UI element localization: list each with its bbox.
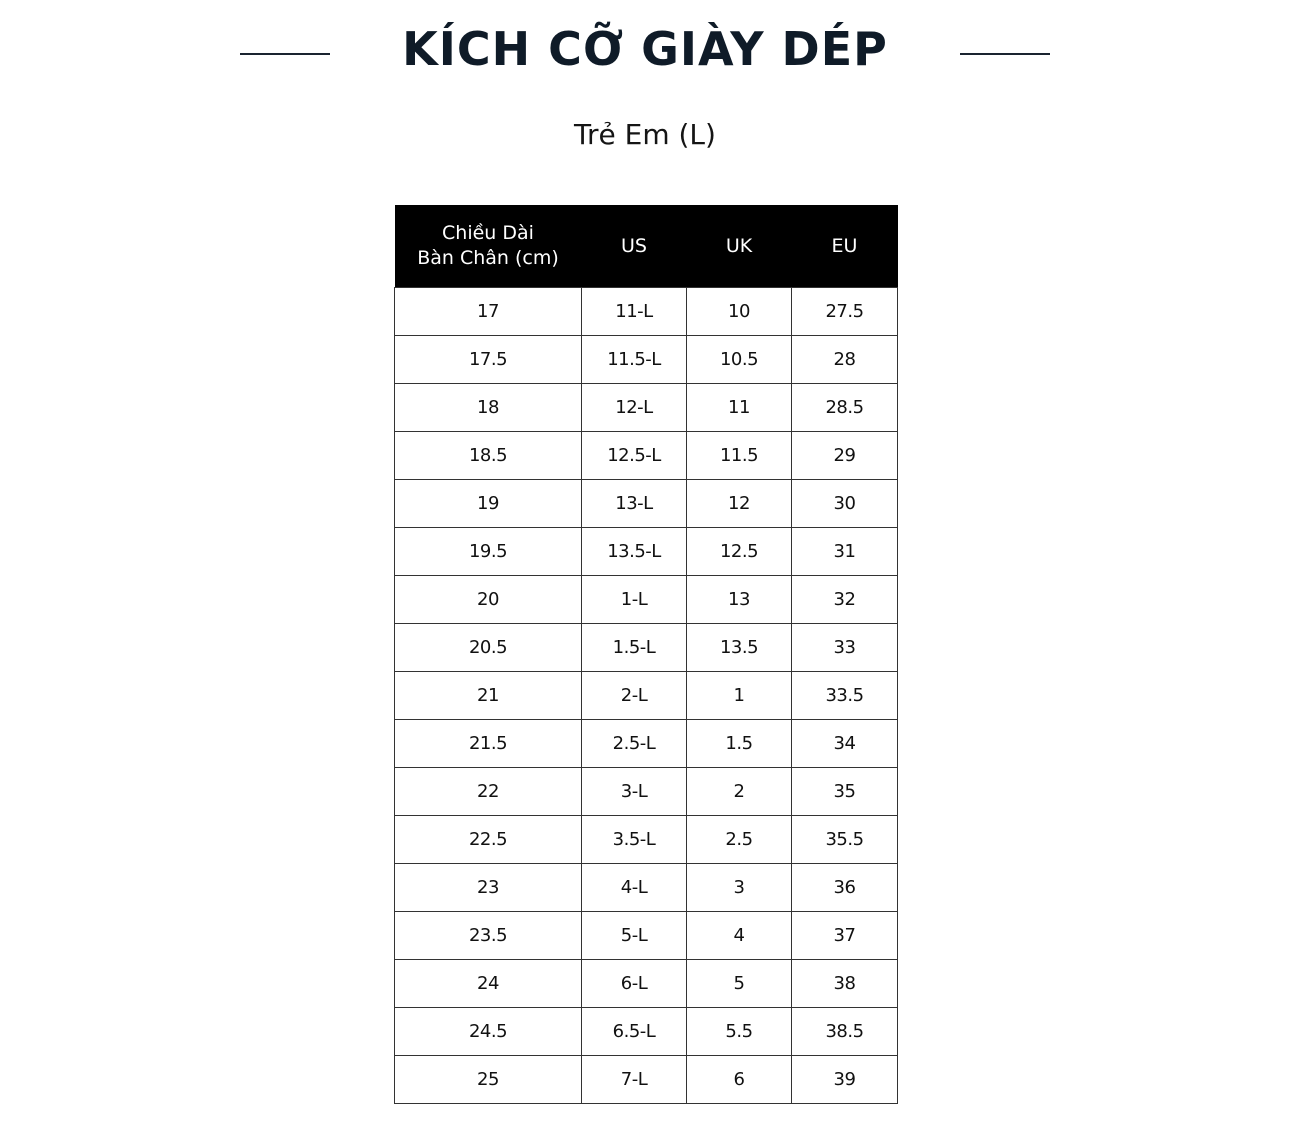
cell-cm: 24.5 [394,1007,582,1056]
header-us: US [581,205,687,288]
cell-us: 6.5-L [581,1007,687,1056]
table-row: 24.5 6.5-L 5.5 38.5 [394,1007,898,1056]
table-row: 20.5 1.5-L 13.5 33 [394,623,898,672]
cell-uk: 2.5 [686,815,792,864]
cell-us: 11.5-L [581,335,687,384]
cell-eu: 35 [791,767,898,816]
cell-us: 3-L [581,767,687,816]
page-title: KÍCH CỠ GIÀY DÉP [402,22,888,76]
cell-eu: 30 [791,479,898,528]
cell-eu: 34 [791,719,898,768]
cell-uk: 10.5 [686,335,792,384]
cell-us: 11-L [581,287,687,336]
cell-uk: 13 [686,575,792,624]
cell-cm: 17.5 [394,335,582,384]
table-row: 17.5 11.5-L 10.5 28 [394,335,898,384]
cell-cm: 18 [394,383,582,432]
table-row: 21 2-L 1 33.5 [394,671,898,720]
table-row: 22 3-L 2 35 [394,767,898,816]
cell-cm: 23 [394,863,582,912]
title-divider-left [240,53,330,55]
cell-uk: 11.5 [686,431,792,480]
cell-eu: 39 [791,1055,898,1104]
cell-cm: 21.5 [394,719,582,768]
header-foot-length: Chiều Dài Bàn Chân (cm) [394,205,582,288]
cell-cm: 18.5 [394,431,582,480]
cell-uk: 1 [686,671,792,720]
header-uk: UK [686,205,792,288]
cell-uk: 4 [686,911,792,960]
cell-uk: 12.5 [686,527,792,576]
cell-eu: 36 [791,863,898,912]
table-row: 20 1-L 13 32 [394,575,898,624]
cell-eu: 32 [791,575,898,624]
cell-cm: 22 [394,767,582,816]
cell-cm: 23.5 [394,911,582,960]
cell-us: 1.5-L [581,623,687,672]
cell-uk: 3 [686,863,792,912]
table-header-row: Chiều Dài Bàn Chân (cm) US UK EU [394,205,898,288]
cell-us: 12.5-L [581,431,687,480]
cell-uk: 5 [686,959,792,1008]
cell-uk: 11 [686,383,792,432]
cell-uk: 2 [686,767,792,816]
cell-us: 4-L [581,863,687,912]
table-row: 24 6-L 5 38 [394,959,898,1008]
header-line: Chiều Dài [442,222,534,244]
cell-uk: 10 [686,287,792,336]
cell-us: 1-L [581,575,687,624]
cell-us: 13.5-L [581,527,687,576]
cell-uk: 6 [686,1055,792,1104]
table-row: 17 11-L 10 27.5 [394,287,898,336]
cell-uk: 12 [686,479,792,528]
cell-us: 13-L [581,479,687,528]
header-line: Bàn Chân (cm) [417,247,559,269]
cell-us: 3.5-L [581,815,687,864]
table-row: 22.5 3.5-L 2.5 35.5 [394,815,898,864]
cell-cm: 21 [394,671,582,720]
table-row: 18.5 12.5-L 11.5 29 [394,431,898,480]
cell-us: 7-L [581,1055,687,1104]
cell-eu: 35.5 [791,815,898,864]
cell-cm: 20 [394,575,582,624]
cell-eu: 38 [791,959,898,1008]
table-row: 18 12-L 11 28.5 [394,383,898,432]
cell-uk: 5.5 [686,1007,792,1056]
cell-us: 5-L [581,911,687,960]
table-row: 19 13-L 12 30 [394,479,898,528]
cell-eu: 38.5 [791,1007,898,1056]
size-chart-table: Chiều Dài Bàn Chân (cm) US UK EU 17 11-L 1… [394,205,898,1104]
page-subtitle: Trẻ Em (L) [574,118,716,151]
cell-eu: 28.5 [791,383,898,432]
cell-cm: 19 [394,479,582,528]
table-row: 23.5 5-L 4 37 [394,911,898,960]
cell-uk: 1.5 [686,719,792,768]
cell-eu: 33 [791,623,898,672]
header-eu: EU [791,205,898,288]
cell-us: 2-L [581,671,687,720]
cell-cm: 20.5 [394,623,582,672]
table-row: 23 4-L 3 36 [394,863,898,912]
cell-cm: 25 [394,1055,582,1104]
cell-cm: 19.5 [394,527,582,576]
cell-eu: 28 [791,335,898,384]
cell-eu: 29 [791,431,898,480]
cell-eu: 37 [791,911,898,960]
cell-uk: 13.5 [686,623,792,672]
cell-us: 2.5-L [581,719,687,768]
cell-us: 12-L [581,383,687,432]
cell-cm: 22.5 [394,815,582,864]
cell-cm: 24 [394,959,582,1008]
table-row: 19.5 13.5-L 12.5 31 [394,527,898,576]
cell-us: 6-L [581,959,687,1008]
table-row: 25 7-L 6 39 [394,1055,898,1104]
cell-eu: 27.5 [791,287,898,336]
cell-eu: 31 [791,527,898,576]
cell-cm: 17 [394,287,582,336]
cell-eu: 33.5 [791,671,898,720]
title-divider-right [960,53,1050,55]
table-row: 21.5 2.5-L 1.5 34 [394,719,898,768]
